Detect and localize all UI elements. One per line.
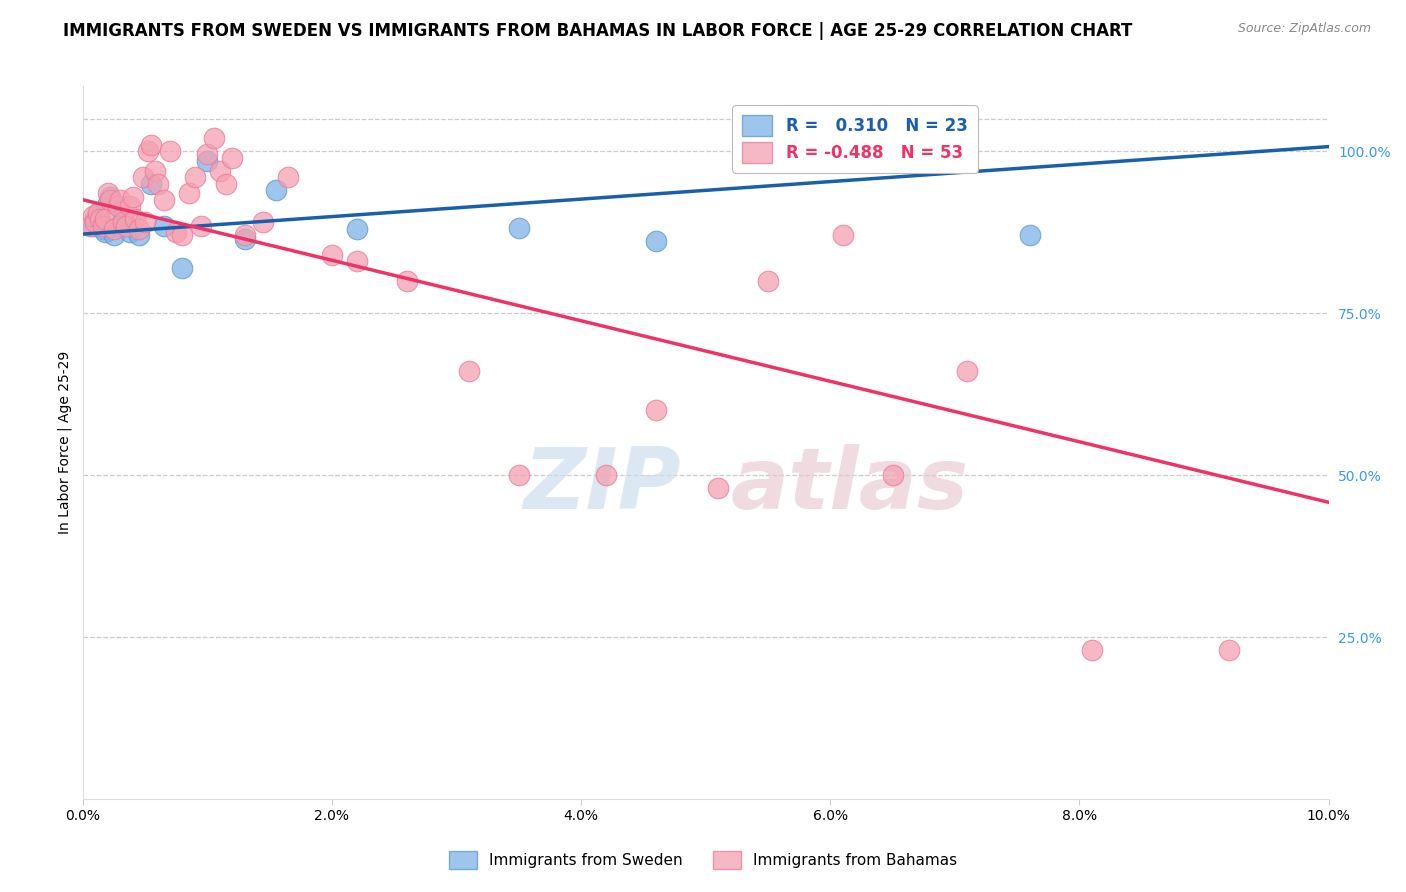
Point — [172, 228, 194, 243]
Point — [84, 212, 107, 227]
Point — [882, 468, 904, 483]
Point — [321, 248, 343, 262]
Point — [115, 219, 138, 233]
Point — [82, 209, 104, 223]
Point — [91, 222, 114, 236]
Point — [195, 147, 218, 161]
Point — [195, 153, 218, 168]
Point — [107, 219, 129, 233]
Point — [395, 274, 418, 288]
Point — [87, 205, 110, 219]
Point — [165, 225, 187, 239]
Point — [707, 481, 730, 495]
Point — [103, 228, 125, 243]
Point — [89, 215, 111, 229]
Point — [87, 205, 110, 219]
Point — [97, 196, 120, 211]
Point — [134, 215, 156, 229]
Point — [91, 219, 114, 233]
Point — [159, 144, 181, 158]
Point — [956, 364, 979, 378]
Point — [595, 468, 617, 483]
Point — [644, 234, 666, 248]
Point — [508, 468, 530, 483]
Point — [120, 225, 142, 239]
Point — [94, 212, 117, 227]
Point — [184, 170, 207, 185]
Point — [1081, 643, 1104, 657]
Point — [1018, 228, 1040, 243]
Point — [277, 170, 299, 185]
Point — [111, 209, 134, 223]
Point — [508, 220, 530, 235]
Point — [143, 163, 166, 178]
Point — [831, 228, 853, 243]
Y-axis label: In Labor Force | Age 25-29: In Labor Force | Age 25-29 — [58, 351, 72, 534]
Point — [97, 186, 120, 201]
Point — [177, 186, 200, 201]
Text: IMMIGRANTS FROM SWEDEN VS IMMIGRANTS FROM BAHAMAS IN LABOR FORCE | AGE 25-29 COR: IMMIGRANTS FROM SWEDEN VS IMMIGRANTS FRO… — [63, 22, 1133, 40]
Point — [221, 151, 243, 165]
Point — [89, 212, 111, 227]
Point — [208, 163, 231, 178]
Point — [108, 193, 131, 207]
Point — [141, 177, 163, 191]
Point — [172, 260, 194, 275]
Point — [82, 219, 104, 233]
Point — [103, 222, 125, 236]
Point — [252, 215, 274, 229]
Point — [121, 189, 143, 203]
Text: ZIP: ZIP — [523, 444, 681, 527]
Point — [1218, 643, 1240, 657]
Point — [120, 199, 142, 213]
Legend: R =   0.310   N = 23, R = -0.488   N = 53: R = 0.310 N = 23, R = -0.488 N = 53 — [733, 105, 977, 173]
Point — [124, 212, 146, 227]
Point — [107, 199, 129, 213]
Point — [190, 219, 212, 233]
Point — [215, 177, 238, 191]
Point — [141, 137, 163, 152]
Point — [79, 219, 101, 233]
Point — [152, 219, 174, 233]
Point — [98, 189, 121, 203]
Legend: Immigrants from Sweden, Immigrants from Bahamas: Immigrants from Sweden, Immigrants from … — [443, 845, 963, 875]
Point — [98, 193, 121, 207]
Text: Source: ZipAtlas.com: Source: ZipAtlas.com — [1237, 22, 1371, 36]
Point — [84, 215, 107, 229]
Point — [233, 228, 256, 243]
Point — [136, 144, 159, 158]
Point — [233, 232, 256, 246]
Point — [94, 225, 117, 239]
Text: atlas: atlas — [731, 444, 969, 527]
Point — [131, 170, 153, 185]
Point — [264, 183, 287, 197]
Point — [152, 193, 174, 207]
Point — [146, 177, 169, 191]
Point — [756, 274, 779, 288]
Point — [644, 403, 666, 417]
Point — [111, 215, 134, 229]
Point — [202, 131, 225, 145]
Point — [346, 222, 368, 236]
Point — [128, 222, 150, 236]
Point — [458, 364, 481, 378]
Point — [128, 228, 150, 243]
Point — [346, 254, 368, 268]
